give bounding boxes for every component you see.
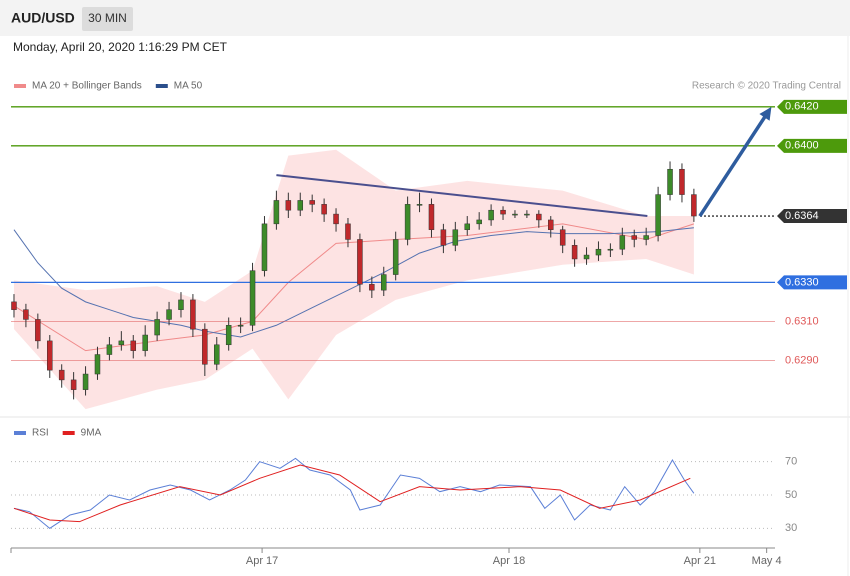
candle-body: [70, 379, 77, 390]
bollinger-band: [13, 149, 694, 410]
arrow-head: [759, 106, 772, 121]
interval-badge[interactable]: [82, 7, 133, 31]
candle-body: [225, 325, 232, 346]
candle-body: [142, 334, 148, 351]
candle-body: [178, 299, 184, 310]
candle-body: [94, 354, 101, 375]
legend-label: RSI: [32, 428, 49, 439]
legend-swatch: [14, 84, 26, 88]
y-tick-label: 50: [785, 489, 797, 501]
candle-body: [428, 204, 435, 230]
level-tag: [777, 275, 847, 290]
level-label: 0.6420: [785, 101, 819, 113]
candle-body: [357, 239, 363, 285]
candle-body: [202, 328, 208, 365]
header-bar: [0, 0, 850, 36]
candle-body: [130, 340, 137, 351]
legend-swatch: [62, 431, 75, 435]
candle-body: [106, 344, 113, 355]
candle-body: [11, 301, 17, 310]
candle-body: [23, 309, 29, 320]
candle-body: [47, 340, 53, 371]
candle-body: [261, 223, 268, 271]
candle-body: [512, 213, 518, 216]
candle-body: [524, 213, 530, 216]
legend-swatch: [14, 431, 26, 435]
x-tick-label: Apr 18: [493, 555, 525, 567]
candle-body: [583, 254, 590, 260]
y-tick-label: 70: [785, 456, 797, 468]
level-label: 0.6330: [785, 276, 819, 288]
level-tag: [777, 99, 847, 114]
forecast-arrow: [698, 114, 768, 218]
level-label: 0.6290: [785, 354, 819, 366]
legend-label: MA 20 + Bollinger Bands: [32, 81, 142, 92]
candle-body: [190, 299, 196, 330]
candle-body: [416, 204, 423, 206]
candle-body: [309, 200, 315, 205]
candle-body: [392, 239, 399, 275]
candle-body: [476, 219, 482, 225]
symbol: AUD/USD: [11, 10, 75, 26]
candle-body: [154, 319, 160, 336]
legend-label: 9MA: [81, 428, 102, 439]
candle-body: [273, 200, 280, 225]
candle-body: [655, 194, 661, 236]
candle-body: [464, 223, 471, 230]
candle-body: [82, 373, 89, 390]
candle-body: [285, 200, 292, 211]
candle-body: [607, 248, 614, 251]
level-label: 0.6400: [785, 140, 819, 152]
candle-body: [118, 340, 125, 346]
candle-body: [559, 229, 566, 246]
candle-body: [297, 200, 304, 211]
date: Monday, April 20, 2020 1:16:29 PM CET: [13, 40, 228, 54]
candle-body: [214, 344, 220, 365]
candle-body: [440, 229, 447, 246]
candle-body: [536, 213, 542, 221]
candle-body: [667, 168, 673, 195]
candle-body: [548, 219, 554, 230]
candle-body: [619, 235, 626, 250]
candle-body: [404, 204, 411, 240]
level-tag: [777, 138, 847, 153]
candle-body: [488, 209, 494, 221]
candle-body: [333, 213, 339, 225]
candle-body: [679, 168, 685, 195]
candle-body: [643, 235, 649, 240]
candle-body: [58, 369, 65, 381]
candle-body: [691, 194, 697, 217]
candle-body: [500, 209, 506, 215]
level-label: 0.6364: [785, 210, 819, 222]
indicator-line: [13, 457, 695, 529]
candle-body: [345, 223, 351, 240]
legend-swatch: [155, 84, 168, 88]
x-tick-label: Apr 21: [684, 555, 716, 567]
candle-body: [321, 204, 327, 215]
candle-body: [381, 274, 387, 291]
y-tick-label: 30: [785, 522, 797, 534]
trendline: [276, 174, 648, 218]
candle-body: [452, 229, 459, 246]
candle-body: [249, 270, 256, 326]
legend-label: MA 50: [174, 81, 203, 92]
candle-body: [35, 319, 41, 342]
credit: Research © 2020 Trading Central: [692, 81, 841, 92]
indicator-line: [13, 464, 691, 523]
level-label: 0.6310: [785, 315, 819, 327]
candle-body: [166, 309, 172, 320]
candle-body: [237, 325, 244, 327]
ma-line: [13, 227, 694, 338]
x-tick-label: May 4: [752, 555, 782, 567]
level-tag: [777, 209, 847, 224]
interval[interactable]: 30 MIN: [88, 11, 127, 25]
candle-body: [595, 248, 602, 256]
candle-body: [369, 284, 375, 291]
candle-body: [571, 245, 578, 260]
x-tick-label: Apr 17: [246, 555, 278, 567]
candle-body: [631, 235, 637, 240]
